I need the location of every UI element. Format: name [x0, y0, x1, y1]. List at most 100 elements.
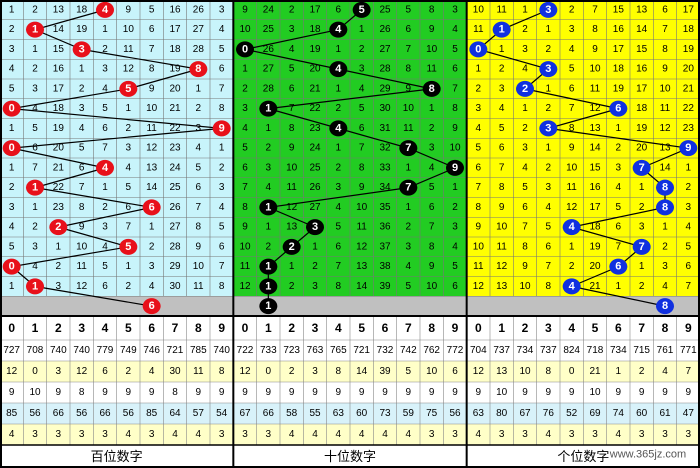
ball [562, 278, 581, 295]
cell-value: 2 [476, 83, 482, 94]
cell-value: 1 [149, 222, 155, 233]
stat-value: 6 [102, 366, 108, 377]
ball [259, 278, 278, 295]
panel-title: 百位数字 [91, 449, 143, 464]
stat-value: 10 [496, 387, 508, 398]
stat-value: 4 [196, 429, 202, 440]
ball-number: 7 [639, 241, 645, 253]
cell-value: 19 [589, 241, 601, 252]
cell-value: 9 [429, 261, 435, 272]
cell-value: 10 [193, 261, 205, 272]
cell-value: 1 [546, 83, 552, 94]
cell-value: 1 [79, 64, 85, 75]
ball-number: 1 [265, 261, 271, 273]
cell-value: 2 [686, 182, 692, 193]
cell-value: 37 [379, 241, 391, 252]
cell-value: 6 [32, 143, 38, 154]
trend-line [244, 9, 457, 307]
cell-value: 16 [53, 64, 65, 75]
ball-number: 6 [149, 201, 155, 213]
stat-value: 721 [353, 345, 370, 356]
ball [539, 61, 558, 78]
stat-value: 3 [522, 429, 528, 440]
ball [212, 120, 231, 137]
stat-value: 4 [382, 429, 388, 440]
cell-value: 10 [449, 143, 461, 154]
ball-number: 4 [335, 63, 342, 75]
cell-value: 5 [406, 281, 412, 292]
stat-value: 3 [56, 366, 62, 377]
digit-label: 6 [382, 321, 389, 335]
cell-value: 31 [379, 123, 391, 134]
ball-number: 1 [32, 280, 38, 292]
stat-value: 9 [639, 387, 645, 398]
cell-value: 9 [429, 24, 435, 35]
cell-value: 7 [219, 83, 225, 94]
cell-value: 18 [169, 44, 181, 55]
cell-value: 10 [426, 281, 438, 292]
cell-value: 26 [309, 182, 321, 193]
cell-value: 1 [336, 44, 342, 55]
ball [96, 159, 114, 176]
cell-value: 10 [356, 202, 368, 213]
stat-value: 0 [266, 366, 272, 377]
ball-number: 8 [662, 300, 668, 312]
cell-value: 1 [102, 182, 108, 193]
cell-value: 20 [169, 83, 181, 94]
ball [282, 238, 301, 255]
stat-value: 2 [126, 366, 132, 377]
cell-value: 7 [662, 24, 668, 35]
stat-value: 4 [289, 429, 295, 440]
digit-label: 3 [545, 321, 552, 335]
cell-value: 39 [379, 281, 391, 292]
cell-value: 9 [149, 83, 155, 94]
digit-label: 3 [312, 321, 319, 335]
stat-value: 8 [79, 387, 85, 398]
cell-value: 18 [589, 222, 601, 233]
cell-value: 10 [286, 162, 298, 173]
cell-value: 8 [476, 202, 482, 213]
cell-value: 14 [53, 24, 65, 35]
stat-value: 9 [546, 387, 552, 398]
ball [679, 140, 698, 157]
digit-label: 1 [32, 321, 39, 335]
digit-label: 0 [8, 321, 15, 335]
cell-value: 18 [613, 64, 625, 75]
cell-value: 3 [102, 64, 108, 75]
cell-value: 30 [169, 281, 181, 292]
cell-value: 21 [169, 103, 181, 114]
cell-value: 2 [662, 241, 668, 252]
stat-value: 74 [613, 408, 625, 419]
stat-value: 4 [406, 429, 412, 440]
cell-value: 9 [476, 222, 482, 233]
cell-value: 3 [9, 44, 15, 55]
cell-value: 7 [32, 162, 38, 173]
cell-value: 2 [452, 202, 458, 213]
cell-value: 6 [219, 241, 225, 252]
stat-value: 3 [686, 429, 692, 440]
digit-label: 4 [335, 321, 342, 335]
cell-value: 2 [639, 281, 645, 292]
ball-number: 2 [522, 83, 528, 95]
cell-value: 5 [126, 182, 132, 193]
panel-title: 十位数字 [324, 449, 376, 464]
cell-value: 5 [196, 162, 202, 173]
cell-value: 32 [379, 143, 391, 154]
cell-value: 26 [169, 202, 181, 213]
cell-value: 4 [79, 123, 85, 134]
ball-number: 8 [429, 83, 435, 95]
cell-value: 8 [149, 64, 155, 75]
ball [259, 199, 278, 216]
cell-value: 6 [476, 162, 482, 173]
ball-number: 5 [359, 4, 365, 16]
ball [2, 100, 21, 117]
stat-value: 85 [6, 408, 18, 419]
cell-value: 3 [56, 281, 62, 292]
cell-value: 1 [662, 222, 668, 233]
ball-number: 5 [125, 241, 131, 253]
stat-value: 14 [356, 366, 368, 377]
cell-value: 11 [473, 261, 484, 272]
stat-value: 0 [32, 366, 38, 377]
digit-label: 3 [78, 321, 85, 335]
cell-value: 21 [589, 281, 601, 292]
